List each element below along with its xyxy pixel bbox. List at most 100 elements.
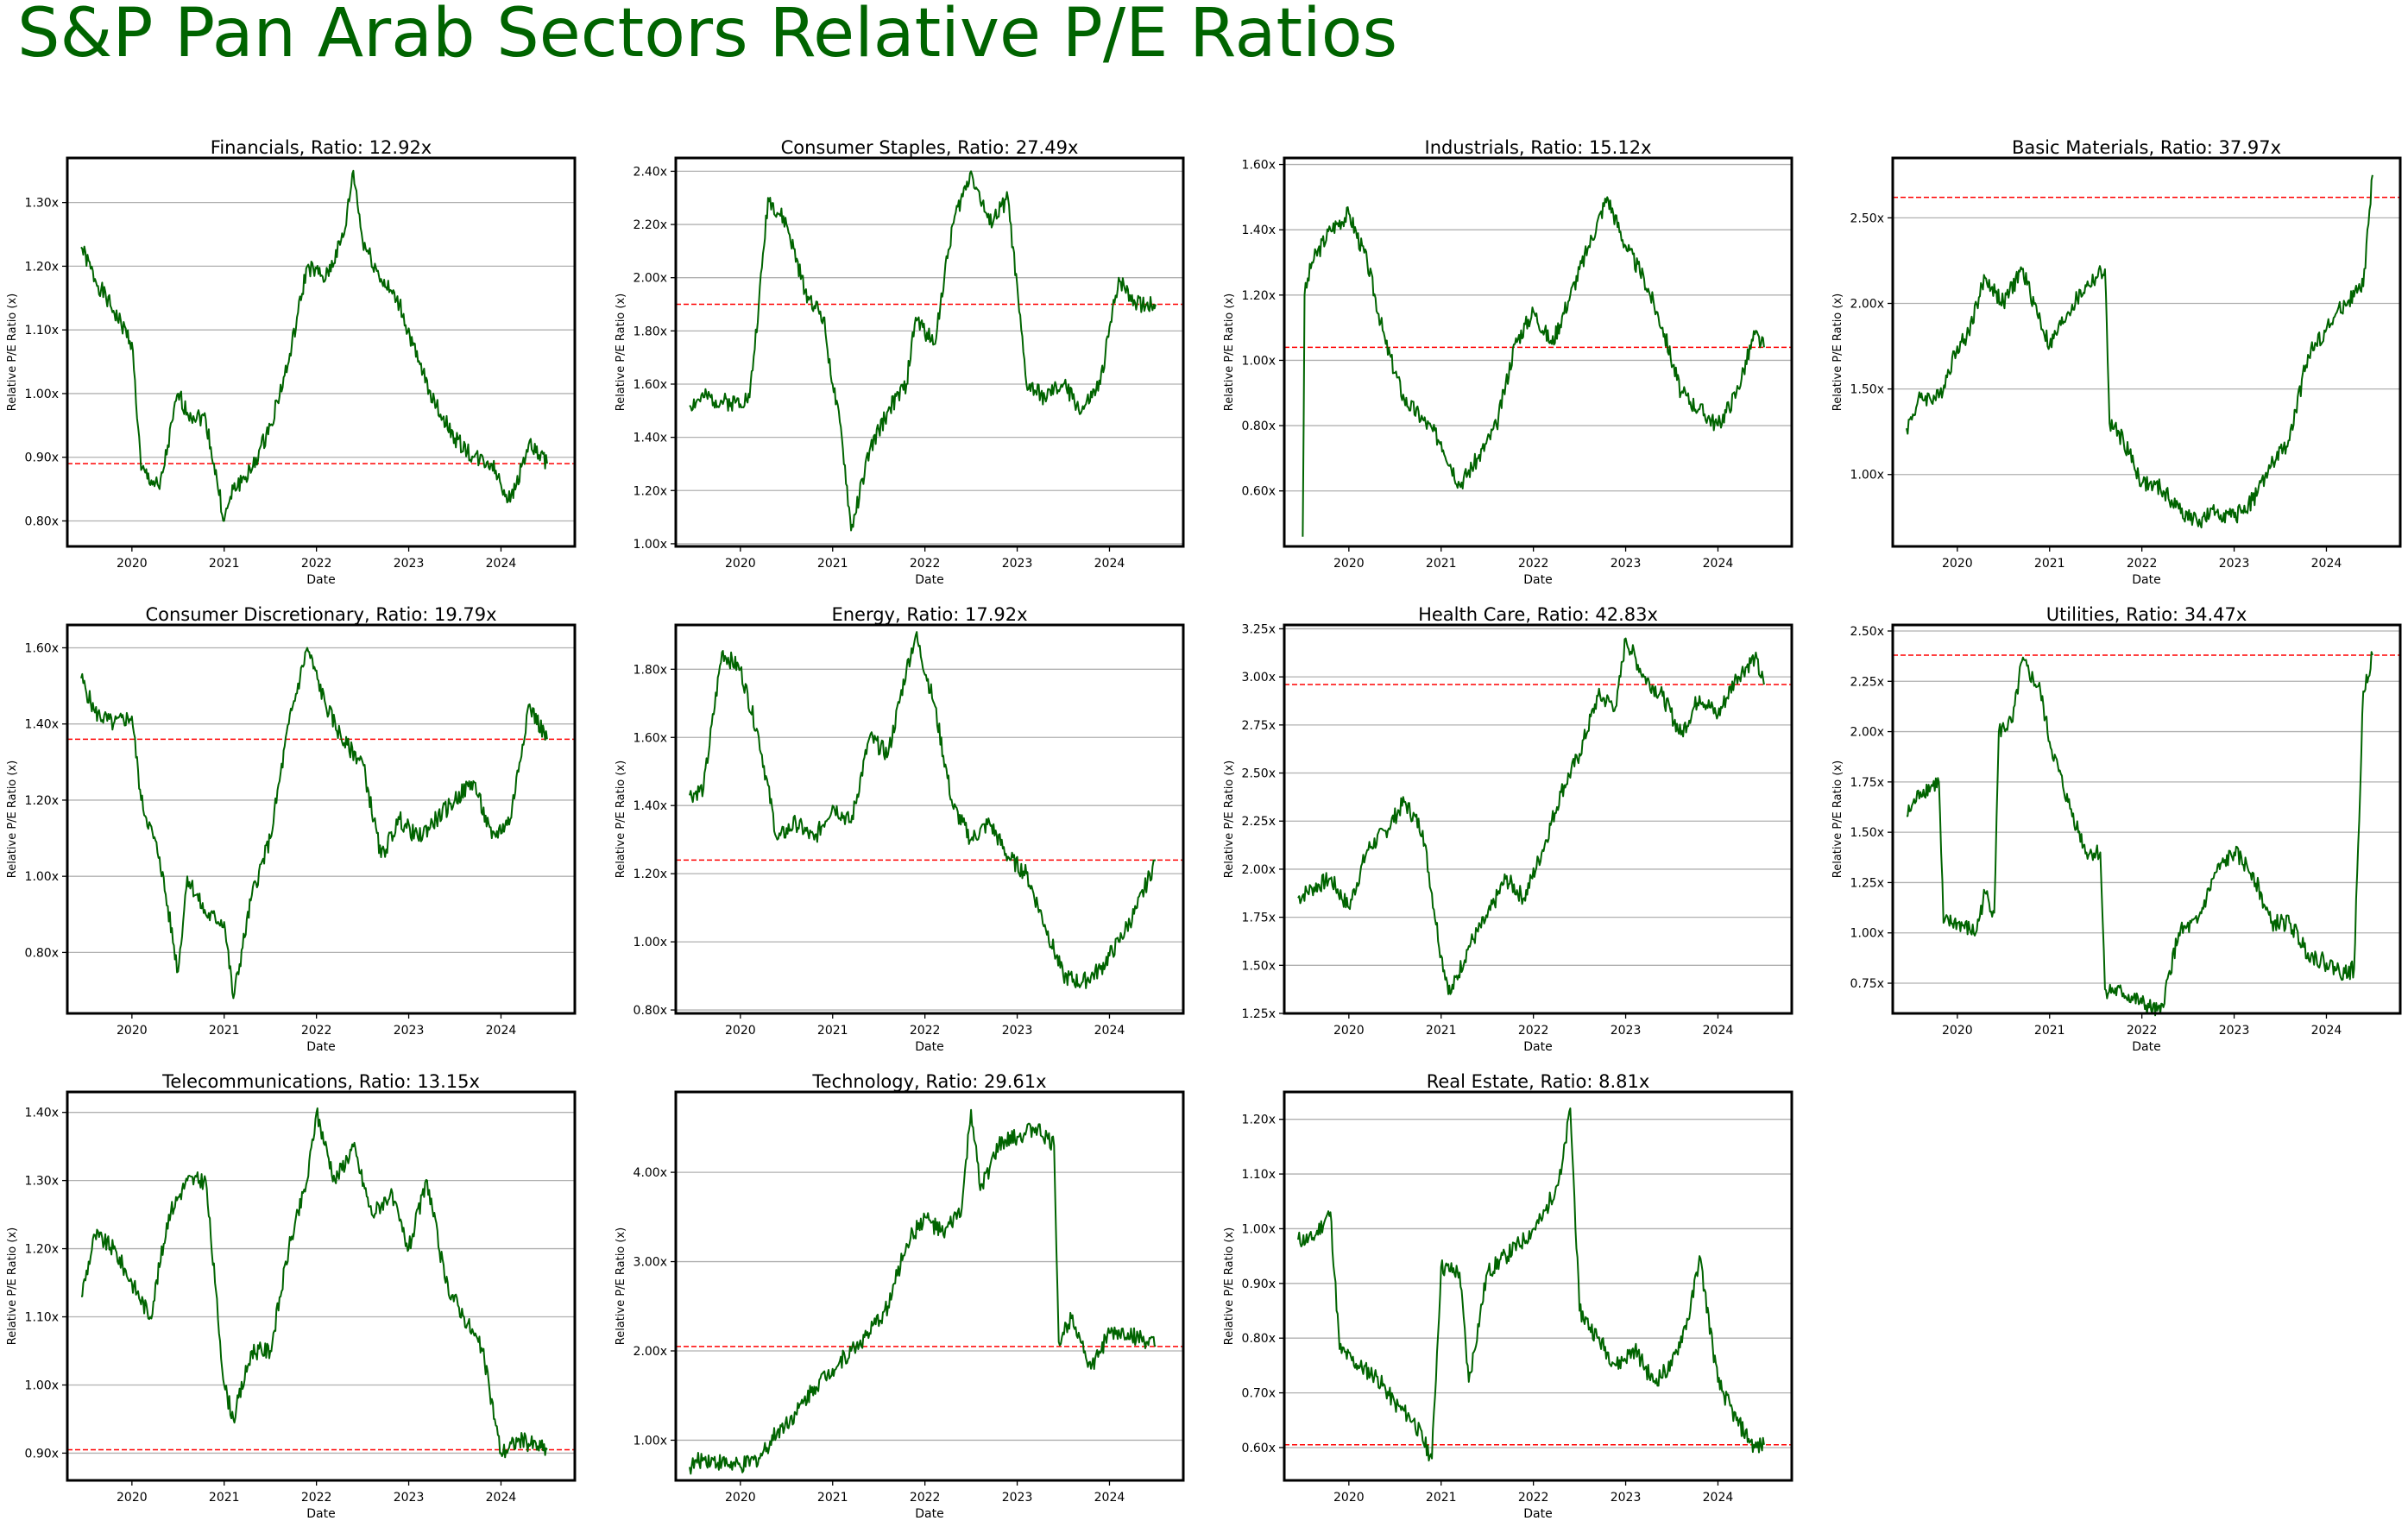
y-tick-label: 1.10x <box>25 1311 59 1325</box>
y-tick-label: 1.50x <box>1850 383 1884 397</box>
chart-title: Telecommunications, Ratio: 13.15x <box>161 1071 480 1092</box>
y-tick-label: 1.80x <box>634 325 667 338</box>
x-tick-label: 2024 <box>486 1024 517 1038</box>
x-tick-label: 2021 <box>1426 557 1457 571</box>
x-tick-label: 2024 <box>486 1491 517 1505</box>
x-tick-label: 2024 <box>1703 557 1734 571</box>
plot-frame <box>674 156 1185 548</box>
x-tick-label: 2023 <box>1002 1491 1033 1505</box>
x-tick-label: 2021 <box>2034 557 2065 571</box>
x-tick-label: 2024 <box>1094 557 1125 571</box>
series-line <box>1297 637 1765 995</box>
plot-frame <box>66 1090 577 1482</box>
x-tick-label: 2024 <box>1703 1024 1734 1038</box>
y-axis-label: Relative P/E Ratio (x) <box>615 1227 627 1345</box>
x-tick-label: 2020 <box>117 1491 148 1505</box>
chart-3: 1.00x 1.50x 2.00x 2.50x 2020 2021 2022 2023 2024… <box>1831 137 2402 587</box>
y-tick-label: 1.60x <box>634 378 667 392</box>
x-tick-label: 2020 <box>1942 1024 1973 1038</box>
y-tick-label: 1.20x <box>634 484 667 498</box>
chart-title: Consumer Staples, Ratio: 27.49x <box>781 137 1079 158</box>
x-tick-label: 2021 <box>817 1491 848 1505</box>
plot-frame <box>1283 623 1793 1015</box>
x-tick-label: 2022 <box>910 1024 941 1038</box>
x-tick-label: 2020 <box>1942 557 1973 571</box>
x-tick-label: 2020 <box>117 557 148 571</box>
y-tick-label: 1.10x <box>25 324 59 338</box>
y-tick-label: 0.80x <box>25 514 59 528</box>
y-tick-label: 1.10x <box>1242 1168 1276 1182</box>
y-axis-label: Relative P/E Ratio (x) <box>6 760 19 878</box>
series-line <box>80 169 548 522</box>
x-axis-label: Date <box>915 1507 943 1521</box>
y-tick-label: 1.60x <box>634 731 667 745</box>
y-tick-label: 4.00x <box>634 1166 667 1180</box>
y-tick-label: 2.00x <box>1850 726 1884 740</box>
chart-8: 0.90x 1.00x 1.10x 1.20x 1.30x 1.40x 2020 2021 20… <box>6 1071 577 1521</box>
series-line <box>1906 651 2373 1017</box>
chart-title: Technology, Ratio: 29.61x <box>811 1071 1046 1092</box>
chart-title: Health Care, Ratio: 42.83x <box>1418 604 1658 625</box>
y-tick-label: 2.00x <box>634 1345 667 1359</box>
x-axis-label: Date <box>1523 1507 1552 1521</box>
y-tick-label: 3.25x <box>1242 622 1276 636</box>
y-tick-label: 1.20x <box>25 1243 59 1257</box>
x-tick-label: 2020 <box>1333 1024 1365 1038</box>
plot-frame <box>66 156 577 548</box>
y-tick-label: 2.25x <box>1242 815 1276 829</box>
y-tick-label: 0.60x <box>1242 1442 1276 1455</box>
x-axis-label: Date <box>2132 573 2160 587</box>
x-tick-label: 2021 <box>817 557 848 571</box>
y-tick-label: 1.60x <box>25 641 59 655</box>
x-tick-label: 2022 <box>1518 1024 1549 1038</box>
y-tick-label: 1.75x <box>1242 912 1276 925</box>
y-tick-label: 1.40x <box>25 1107 59 1120</box>
y-tick-label: 2.50x <box>1850 211 1884 225</box>
plot-frame <box>1891 156 2402 548</box>
y-tick-label: 1.25x <box>1242 1007 1276 1021</box>
y-axis-label: Relative P/E Ratio (x) <box>615 760 627 878</box>
plot-frame <box>66 623 577 1015</box>
y-tick-label: 1.50x <box>1242 959 1276 973</box>
chart-4: 0.80x 1.00x 1.20x 1.40x 1.60x 2020 2021 2022 202… <box>6 604 577 1054</box>
y-tick-label: 1.20x <box>634 868 667 881</box>
y-tick-label: 0.75x <box>1850 977 1884 991</box>
series-line <box>1297 1107 1765 1462</box>
x-axis-label: Date <box>1523 1040 1552 1054</box>
x-tick-label: 2021 <box>2034 1024 2065 1038</box>
series-line <box>81 1107 548 1459</box>
x-tick-label: 2023 <box>1002 557 1033 571</box>
chart-title: Utilities, Ratio: 34.47x <box>2046 604 2247 625</box>
y-tick-label: 1.00x <box>1242 354 1276 368</box>
x-axis-label: Date <box>2132 1040 2160 1054</box>
x-tick-label: 2021 <box>209 1491 240 1505</box>
x-tick-label: 2022 <box>301 1491 332 1505</box>
x-tick-label: 2023 <box>1611 1491 1642 1505</box>
y-tick-label: 1.40x <box>634 799 667 813</box>
chart-title: Consumer Discretionary, Ratio: 19.79x <box>145 604 496 625</box>
y-tick-label: 2.75x <box>1242 719 1276 733</box>
chart-title: Financials, Ratio: 12.92x <box>211 137 432 158</box>
y-axis-label: Relative P/E Ratio (x) <box>1223 1227 1236 1345</box>
x-tick-label: 2020 <box>725 1024 756 1038</box>
chart-title: Industrials, Ratio: 15.12x <box>1425 137 1652 158</box>
plot-frame <box>1283 1090 1793 1482</box>
y-tick-label: 1.75x <box>1850 776 1884 790</box>
x-tick-label: 2024 <box>2311 557 2342 571</box>
y-tick-label: 1.20x <box>1242 289 1276 303</box>
x-tick-label: 2023 <box>1611 1024 1642 1038</box>
chart-9: 1.00x 2.00x 3.00x 4.00x 2020 2021 2022 2023 2024… <box>615 1071 1185 1521</box>
y-axis-label: Relative P/E Ratio (x) <box>1831 293 1844 411</box>
y-tick-label: 1.00x <box>25 1379 59 1392</box>
chart-5: 0.80x 1.00x 1.20x 1.40x 1.60x 1.80x 2020 2021 20… <box>615 604 1185 1054</box>
y-tick-label: 1.20x <box>25 260 59 274</box>
y-tick-label: 3.00x <box>1242 671 1276 685</box>
y-tick-label: 1.00x <box>1850 469 1884 483</box>
x-tick-label: 2023 <box>2219 557 2250 571</box>
y-axis-label: Relative P/E Ratio (x) <box>1831 760 1844 878</box>
y-tick-label: 0.70x <box>1242 1387 1276 1401</box>
y-tick-label: 0.90x <box>25 1447 59 1461</box>
x-tick-label: 2022 <box>910 1491 941 1505</box>
y-axis-label: Relative P/E Ratio (x) <box>1223 293 1236 411</box>
